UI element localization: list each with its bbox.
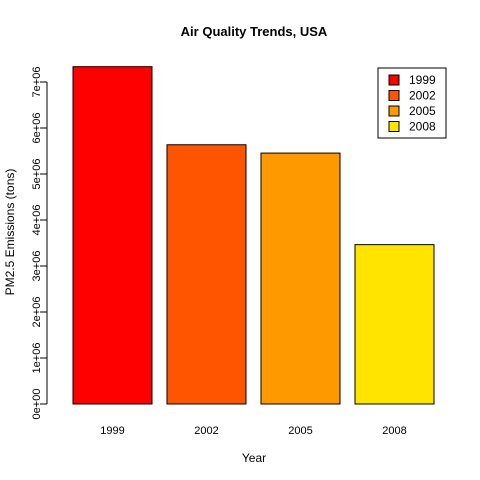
y-tick-label: 0e+00 <box>31 389 43 420</box>
y-tick-label: 5e+06 <box>31 159 43 190</box>
legend-label-1999: 1999 <box>409 73 436 87</box>
y-axis: 0e+00 1e+06 2e+06 3e+06 4e+06 5e+06 6e+06 7e+06 <box>31 67 48 420</box>
y-tick-label: 3e+06 <box>31 251 43 282</box>
x-tick-labels: 1999 2002 2005 2008 <box>100 425 406 437</box>
y-tick-label: 2e+06 <box>31 297 43 328</box>
legend-label-2005: 2005 <box>409 104 436 118</box>
x-tick-label: 2008 <box>382 425 406 437</box>
bar-2002 <box>166 144 247 405</box>
bar-2008 <box>354 244 435 405</box>
y-tick-label: 7e+06 <box>31 67 43 98</box>
legend-label-2008: 2008 <box>409 120 436 134</box>
x-axis-label: Year <box>242 451 266 465</box>
y-axis-label: PM2.5 Emissions (tons) <box>3 169 17 296</box>
x-tick-label: 2002 <box>194 425 218 437</box>
legend-swatch-2002 <box>388 90 400 101</box>
legend-swatch-2005 <box>388 105 400 117</box>
bar-2005 <box>260 152 341 405</box>
y-tick-label: 6e+06 <box>31 113 43 144</box>
legend-swatch-1999 <box>388 74 400 86</box>
legend-swatch-2008 <box>388 121 400 132</box>
legend-label-2002: 2002 <box>409 89 436 103</box>
x-tick-label: 2005 <box>288 425 312 437</box>
chart-title: Air Quality Trends, USA <box>181 24 328 39</box>
bar-1999 <box>72 66 153 405</box>
y-tick-label: 4e+06 <box>31 205 43 236</box>
y-tick-label: 1e+06 <box>31 343 43 374</box>
bar-group <box>72 66 435 405</box>
x-tick-label: 1999 <box>100 425 124 437</box>
